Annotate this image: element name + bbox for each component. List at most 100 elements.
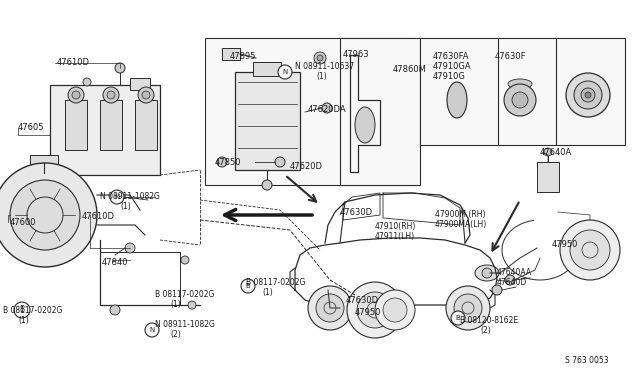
Bar xyxy=(100,100,122,150)
Text: S 763 0053: S 763 0053 xyxy=(565,356,609,365)
Text: 47630D: 47630D xyxy=(346,296,379,305)
Circle shape xyxy=(570,230,610,270)
Text: 47910G: 47910G xyxy=(433,72,466,81)
Bar xyxy=(340,298,355,318)
Circle shape xyxy=(322,103,332,113)
Circle shape xyxy=(482,268,492,278)
Text: 47605: 47605 xyxy=(18,123,45,132)
Bar xyxy=(420,38,625,145)
Text: 47620DA: 47620DA xyxy=(308,105,347,114)
Circle shape xyxy=(566,73,610,117)
Text: 47630F: 47630F xyxy=(495,52,527,61)
Bar xyxy=(537,162,559,192)
Text: N: N xyxy=(115,194,120,200)
Circle shape xyxy=(314,52,326,64)
Text: N 08911-1082G: N 08911-1082G xyxy=(155,320,215,329)
Text: 47600: 47600 xyxy=(10,218,36,227)
Text: 47860M: 47860M xyxy=(393,65,427,74)
Bar xyxy=(130,78,150,90)
Text: (1): (1) xyxy=(316,72,327,81)
Circle shape xyxy=(505,275,515,285)
Text: 47630FA: 47630FA xyxy=(433,52,470,61)
Text: 47630D: 47630D xyxy=(340,208,373,217)
Text: N: N xyxy=(282,69,287,75)
Circle shape xyxy=(308,286,352,330)
Bar xyxy=(253,62,281,76)
Circle shape xyxy=(512,92,528,108)
Text: (2): (2) xyxy=(480,326,491,335)
Text: 47640A: 47640A xyxy=(540,148,572,157)
Circle shape xyxy=(115,63,125,73)
Circle shape xyxy=(103,87,119,103)
Text: B 08120-8162E: B 08120-8162E xyxy=(460,316,518,325)
Circle shape xyxy=(454,294,482,322)
Circle shape xyxy=(0,163,97,267)
Circle shape xyxy=(544,148,552,156)
Circle shape xyxy=(10,180,80,250)
Text: 47640AA: 47640AA xyxy=(497,268,532,277)
Circle shape xyxy=(357,292,393,328)
Circle shape xyxy=(574,81,602,109)
Circle shape xyxy=(142,91,150,99)
Circle shape xyxy=(107,91,115,99)
Text: 47950: 47950 xyxy=(355,308,381,317)
Circle shape xyxy=(347,282,403,338)
Text: 47850: 47850 xyxy=(215,158,241,167)
Text: 47910GA: 47910GA xyxy=(433,62,472,71)
Text: 47950: 47950 xyxy=(552,240,579,249)
Text: (1): (1) xyxy=(120,202,131,211)
Text: (1): (1) xyxy=(170,300,180,309)
Text: 47900MA(LH): 47900MA(LH) xyxy=(435,220,487,229)
Bar xyxy=(222,48,240,60)
Text: 47610D: 47610D xyxy=(57,58,90,67)
Text: N 08911-1082G: N 08911-1082G xyxy=(100,192,160,201)
Ellipse shape xyxy=(447,82,467,118)
Bar xyxy=(30,155,58,173)
Text: 47640D: 47640D xyxy=(497,278,527,287)
Circle shape xyxy=(560,220,620,280)
Text: 47963: 47963 xyxy=(343,50,370,59)
Circle shape xyxy=(492,285,502,295)
Bar xyxy=(340,38,420,185)
Bar xyxy=(205,38,415,185)
Text: (2): (2) xyxy=(170,330,180,339)
Text: B 08117-0202G: B 08117-0202G xyxy=(246,278,305,287)
Circle shape xyxy=(241,279,255,293)
Text: 47900M (RH): 47900M (RH) xyxy=(435,210,486,219)
Circle shape xyxy=(504,84,536,116)
Circle shape xyxy=(317,55,323,61)
Text: 47895: 47895 xyxy=(230,52,257,61)
Circle shape xyxy=(145,323,159,337)
Text: B: B xyxy=(456,315,460,321)
Text: (1): (1) xyxy=(262,288,273,297)
Circle shape xyxy=(72,91,80,99)
Bar xyxy=(135,100,157,150)
Circle shape xyxy=(581,88,595,102)
Bar xyxy=(65,100,87,150)
Circle shape xyxy=(110,190,124,204)
Text: N 08911-10637: N 08911-10637 xyxy=(295,62,354,71)
Bar xyxy=(235,72,300,170)
Text: B: B xyxy=(246,283,250,289)
Ellipse shape xyxy=(355,107,375,143)
Circle shape xyxy=(14,302,30,318)
Circle shape xyxy=(451,311,465,325)
Text: 47620D: 47620D xyxy=(290,162,323,171)
Text: 47610D: 47610D xyxy=(82,212,115,221)
Text: 47911(LH): 47911(LH) xyxy=(375,232,415,241)
Text: B 08117-0202G: B 08117-0202G xyxy=(155,290,214,299)
Circle shape xyxy=(217,157,227,167)
Circle shape xyxy=(446,286,490,330)
Ellipse shape xyxy=(508,79,532,89)
Text: 47910(RH): 47910(RH) xyxy=(375,222,417,231)
Circle shape xyxy=(181,256,189,264)
Circle shape xyxy=(110,305,120,315)
Bar xyxy=(50,85,160,175)
Text: (1): (1) xyxy=(18,316,29,325)
Circle shape xyxy=(68,87,84,103)
Circle shape xyxy=(275,157,285,167)
Text: N: N xyxy=(149,327,155,333)
Circle shape xyxy=(585,92,591,98)
Circle shape xyxy=(383,298,407,322)
Text: 47840: 47840 xyxy=(102,258,129,267)
